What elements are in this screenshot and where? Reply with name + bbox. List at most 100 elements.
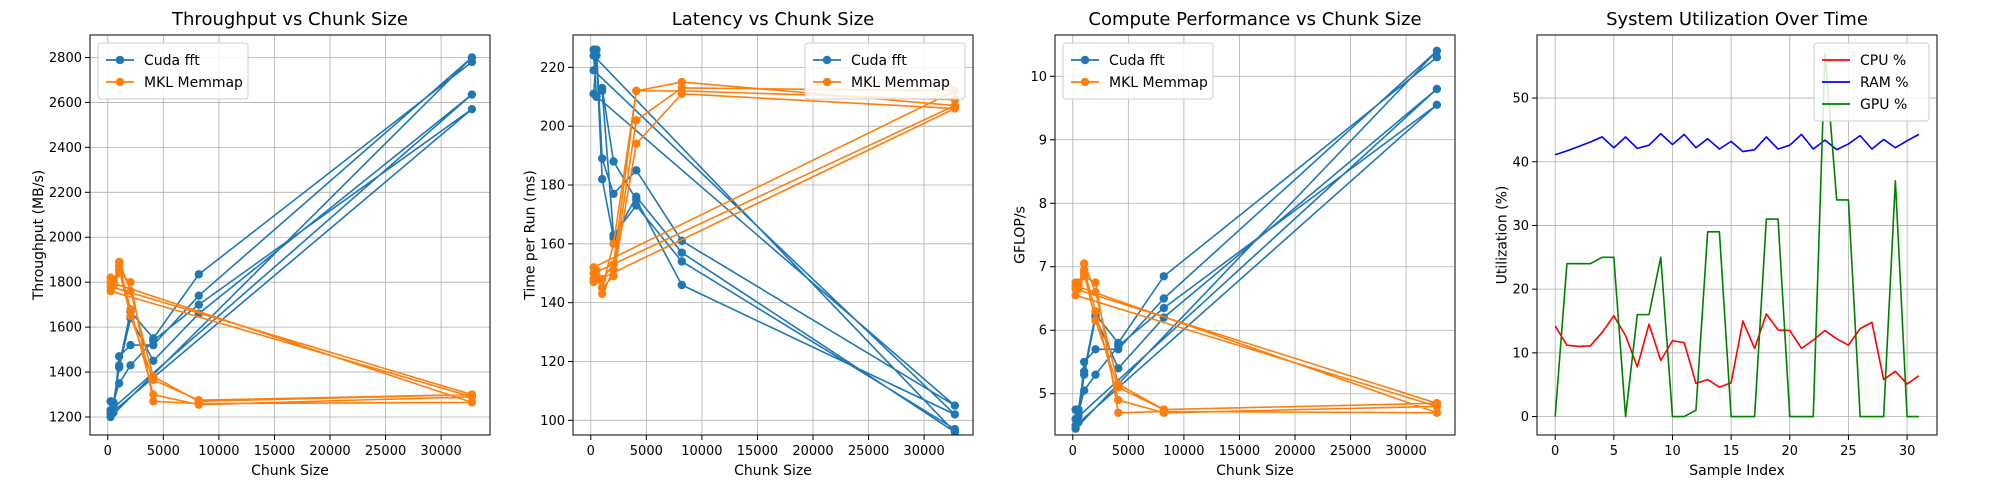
- x-tick-label: 25: [1840, 444, 1857, 459]
- data-point-cuda-fft: [149, 356, 158, 366]
- data-point-cuda-fft: [149, 334, 158, 343]
- chart-title: Latency vs Chunk Size: [672, 9, 875, 30]
- legend: Cuda fft MKL Memmap: [1062, 42, 1214, 100]
- y-tick-label: 8: [1039, 197, 1047, 212]
- data-point-cuda-fft: [1114, 364, 1123, 373]
- legend-label-gpu: GPU %: [1860, 97, 1907, 113]
- data-point-mkl-memmap: [1432, 408, 1442, 417]
- series-line-mkl-memmap: [1074, 262, 1438, 414]
- legend-box: [804, 42, 966, 100]
- data-point-mkl-memmap: [194, 395, 203, 405]
- data-point-mkl-memmap: [609, 266, 618, 275]
- data-point-mkl-memmap: [597, 274, 607, 284]
- x-tick-label: 5000: [147, 444, 180, 459]
- series-line-cpu: [1554, 313, 1920, 389]
- y-axis-label: GFLOP/s: [1013, 206, 1029, 264]
- data-point-cuda-fft: [1159, 272, 1169, 281]
- data-point-cuda-fft: [1074, 405, 1083, 414]
- data-point-mkl-memmap: [1091, 316, 1100, 325]
- y-axis-label: Throughput (MB/s): [31, 170, 47, 301]
- legend-label-mkl-memmap: MKL Memmap: [1109, 75, 1208, 91]
- axes-frame: [1536, 34, 1938, 436]
- data-point-mkl-memmap: [149, 390, 158, 399]
- legend-marker-mkl-memmap: [115, 77, 125, 87]
- y-tick-label: 1600: [49, 321, 82, 336]
- plot-area: [1554, 52, 1920, 418]
- data-point-mkl-memmap: [677, 77, 686, 87]
- legend-marker-cuda-fft: [115, 55, 125, 65]
- x-tick-label: 0: [104, 444, 112, 459]
- data-point-mkl-memmap: [597, 289, 607, 299]
- data-point-cuda-fft: [126, 340, 135, 350]
- data-point-cuda-fft: [632, 192, 641, 201]
- x-tick-label: 0: [1069, 444, 1077, 459]
- legend: Cuda fft MKL Memmap: [97, 42, 249, 100]
- data-point-cuda-fft: [677, 248, 686, 257]
- x-tick-label: 30000: [1385, 444, 1426, 459]
- y-tick-label: 2000: [49, 231, 82, 246]
- series-line-ram: [1554, 132, 1920, 156]
- x-tick-label: 15: [1723, 444, 1740, 459]
- data-point-mkl-memmap: [106, 286, 115, 296]
- x-tick-label: 10000: [198, 444, 239, 459]
- y-tick-label: 1400: [49, 366, 82, 381]
- data-point-cuda-fft: [589, 66, 598, 75]
- data-point-cuda-fft: [609, 189, 618, 199]
- data-point-cuda-fft: [1079, 357, 1089, 367]
- data-point-cuda-fft: [950, 401, 960, 410]
- legend-box: [97, 42, 249, 100]
- y-tick-label: 140: [540, 296, 565, 311]
- data-point-cuda-fft: [1432, 46, 1442, 56]
- y-axis-label: Utilization (%): [1495, 186, 1511, 285]
- x-tick-label: 5: [1610, 444, 1618, 459]
- data-point-cuda-fft: [632, 166, 641, 175]
- data-point-mkl-memmap: [1091, 306, 1100, 316]
- x-tick-label: 5000: [630, 444, 663, 459]
- x-tick-label: 20000: [1274, 444, 1315, 459]
- y-tick-label: 6: [1039, 324, 1047, 339]
- x-tick-label: 25000: [1330, 444, 1371, 459]
- y-tick-label: 2600: [49, 96, 82, 111]
- data-point-mkl-memmap: [126, 286, 135, 296]
- data-point-mkl-memmap: [1079, 268, 1089, 278]
- data-point-cuda-fft: [1432, 84, 1442, 94]
- data-point-mkl-memmap: [632, 86, 641, 96]
- data-point-cuda-fft: [114, 379, 124, 388]
- data-point-cuda-fft: [597, 86, 607, 96]
- data-point-cuda-fft: [1114, 338, 1123, 348]
- y-axis-label: Time per Run (ms): [522, 170, 538, 301]
- data-point-mkl-memmap: [114, 265, 124, 275]
- y-tick-label: 20: [1512, 283, 1529, 298]
- legend-label-cuda-fft: Cuda fft: [851, 53, 907, 69]
- data-point-cuda-fft: [194, 291, 203, 300]
- data-point-cuda-fft: [467, 104, 477, 114]
- data-point-cuda-fft: [114, 352, 124, 361]
- y-tick-label: 5: [1039, 387, 1047, 402]
- x-tick-label: 15000: [737, 444, 778, 459]
- data-point-cuda-fft: [1432, 53, 1442, 62]
- plot-area: [1071, 46, 1442, 433]
- data-point-cuda-fft: [467, 90, 477, 99]
- chart-panel-2: 0 5000 10000 15000 20000 25000 30000 100 120 140 1…: [522, 9, 974, 479]
- y-tick-label: 40: [1512, 155, 1529, 170]
- data-point-cuda-fft: [1091, 370, 1100, 379]
- data-point-cuda-fft: [589, 51, 598, 60]
- y-tick-label: 1200: [49, 411, 82, 426]
- data-point-mkl-memmap: [632, 116, 641, 125]
- x-tick-label: 10000: [1163, 444, 1204, 459]
- series-line-cuda-fft: [1074, 50, 1438, 430]
- data-point-cuda-fft: [194, 300, 203, 309]
- data-point-cuda-fft: [632, 201, 641, 210]
- legend-label-cuda-fft: Cuda fft: [1109, 53, 1165, 69]
- data-point-cuda-fft: [467, 57, 477, 67]
- x-tick-label: 30: [1899, 444, 1916, 459]
- chart-panel-4: 0 5 10 15 20 25 30 0 10 20 30 40 50 System Utilizatio…: [1495, 9, 1938, 479]
- y-tick-label: 220: [540, 61, 565, 76]
- data-point-mkl-memmap: [149, 397, 158, 406]
- data-point-cuda-fft: [592, 92, 601, 101]
- data-point-mkl-memmap: [1432, 399, 1442, 408]
- axes-frame: [572, 34, 974, 436]
- data-point-mkl-memmap: [467, 398, 477, 407]
- data-point-mkl-memmap: [1159, 405, 1169, 414]
- x-tick-label: 15000: [254, 444, 295, 459]
